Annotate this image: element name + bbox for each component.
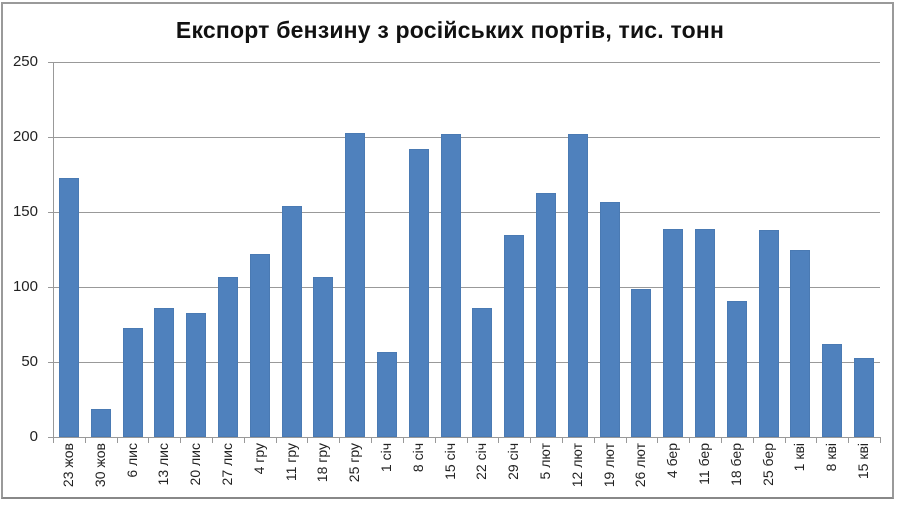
x-tick-label: 11 гру xyxy=(282,443,299,482)
x-tick-label: 5 лют xyxy=(537,443,554,480)
x-tick xyxy=(498,437,500,443)
bar xyxy=(58,177,79,437)
y-axis xyxy=(53,62,54,437)
x-tick-label: 23 жов xyxy=(59,443,76,488)
bar xyxy=(790,249,811,437)
bar xyxy=(122,327,143,437)
x-tick xyxy=(53,437,54,443)
bar xyxy=(345,132,366,437)
bar xyxy=(631,288,652,437)
y-tick-label: 50 xyxy=(21,353,38,370)
x-tick xyxy=(593,437,595,443)
bar xyxy=(599,201,620,437)
x-tick-label: 18 бер xyxy=(727,443,744,486)
y-tick-label: 100 xyxy=(12,278,38,295)
bar xyxy=(822,344,843,437)
gridline xyxy=(53,362,880,363)
x-tick xyxy=(371,437,373,443)
bar xyxy=(186,312,207,437)
gridline xyxy=(53,212,880,213)
x-tick xyxy=(880,437,881,443)
bar xyxy=(376,351,397,437)
x-tick xyxy=(720,437,722,443)
x-tick-label: 1 січ xyxy=(377,443,394,473)
x-tick xyxy=(116,437,118,443)
x-tick xyxy=(816,437,818,443)
y-tick-label: 0 xyxy=(29,428,38,445)
x-tick xyxy=(752,437,754,443)
x-tick xyxy=(180,437,182,443)
bar xyxy=(90,408,111,437)
x-tick-label: 30 жов xyxy=(91,443,108,488)
x-tick xyxy=(784,437,786,443)
bar xyxy=(281,206,302,437)
gridline xyxy=(53,137,880,138)
x-tick-label: 26 лют xyxy=(632,443,649,488)
x-tick xyxy=(657,437,659,443)
x-tick xyxy=(434,437,436,443)
x-tick-label: 20 лис xyxy=(187,443,204,486)
bar xyxy=(567,134,588,437)
x-tick xyxy=(84,437,86,443)
x-tick-label: 6 лис xyxy=(123,443,140,478)
bar xyxy=(249,254,270,437)
x-tick xyxy=(243,437,245,443)
x-tick-label: 8 кві xyxy=(823,443,840,472)
y-tick xyxy=(48,137,54,138)
x-tick xyxy=(275,437,277,443)
x-tick xyxy=(561,437,563,443)
x-tick-label: 12 лют xyxy=(568,443,585,488)
x-tick-label: 15 кві xyxy=(855,443,872,480)
x-tick xyxy=(848,437,850,443)
bar xyxy=(758,230,779,437)
y-tick xyxy=(48,287,54,288)
x-tick xyxy=(466,437,468,443)
bar xyxy=(504,234,525,437)
x-tick-label: 8 січ xyxy=(409,443,426,473)
x-tick xyxy=(148,437,150,443)
y-tick-label: 200 xyxy=(12,128,38,145)
y-tick-label: 250 xyxy=(12,53,38,70)
x-tick-label: 13 лис xyxy=(155,443,172,486)
bar xyxy=(313,276,334,437)
x-tick-label: 25 бер xyxy=(759,443,776,486)
x-tick-label: 4 бер xyxy=(664,443,681,479)
x-tick xyxy=(339,437,341,443)
x-tick xyxy=(530,437,532,443)
x-tick-label: 11 бер xyxy=(696,443,713,485)
x-tick-label: 1 кві xyxy=(791,443,808,472)
gridline xyxy=(53,62,880,63)
x-tick xyxy=(402,437,404,443)
bar xyxy=(726,300,747,437)
bar xyxy=(154,308,175,437)
x-tick-label: 18 гру xyxy=(314,443,331,483)
bar xyxy=(663,228,684,437)
chart-title: Експорт бензину з російських портів, тис… xyxy=(175,17,725,43)
y-tick xyxy=(48,362,54,363)
gridline xyxy=(53,287,880,288)
x-tick-label: 15 січ xyxy=(441,443,458,480)
bar xyxy=(472,308,493,437)
y-tick xyxy=(48,212,54,213)
bar xyxy=(440,134,461,437)
bar xyxy=(408,149,429,437)
x-tick xyxy=(625,437,627,443)
x-tick-label: 19 лют xyxy=(600,443,617,488)
y-tick xyxy=(48,62,54,63)
x-tick xyxy=(212,437,214,443)
x-tick-label: 25 гру xyxy=(346,443,363,483)
x-tick-label: 29 січ xyxy=(505,443,522,480)
bar xyxy=(536,192,557,437)
y-tick-label: 150 xyxy=(12,203,38,220)
bar xyxy=(854,357,875,437)
x-axis xyxy=(48,437,880,438)
x-tick-label: 4 гру xyxy=(250,443,267,475)
x-tick-label: 27 лис xyxy=(218,443,235,486)
x-tick xyxy=(307,437,309,443)
bar xyxy=(695,228,716,437)
x-tick-label: 22 січ xyxy=(473,443,490,480)
bar xyxy=(217,276,238,437)
x-tick xyxy=(689,437,691,443)
